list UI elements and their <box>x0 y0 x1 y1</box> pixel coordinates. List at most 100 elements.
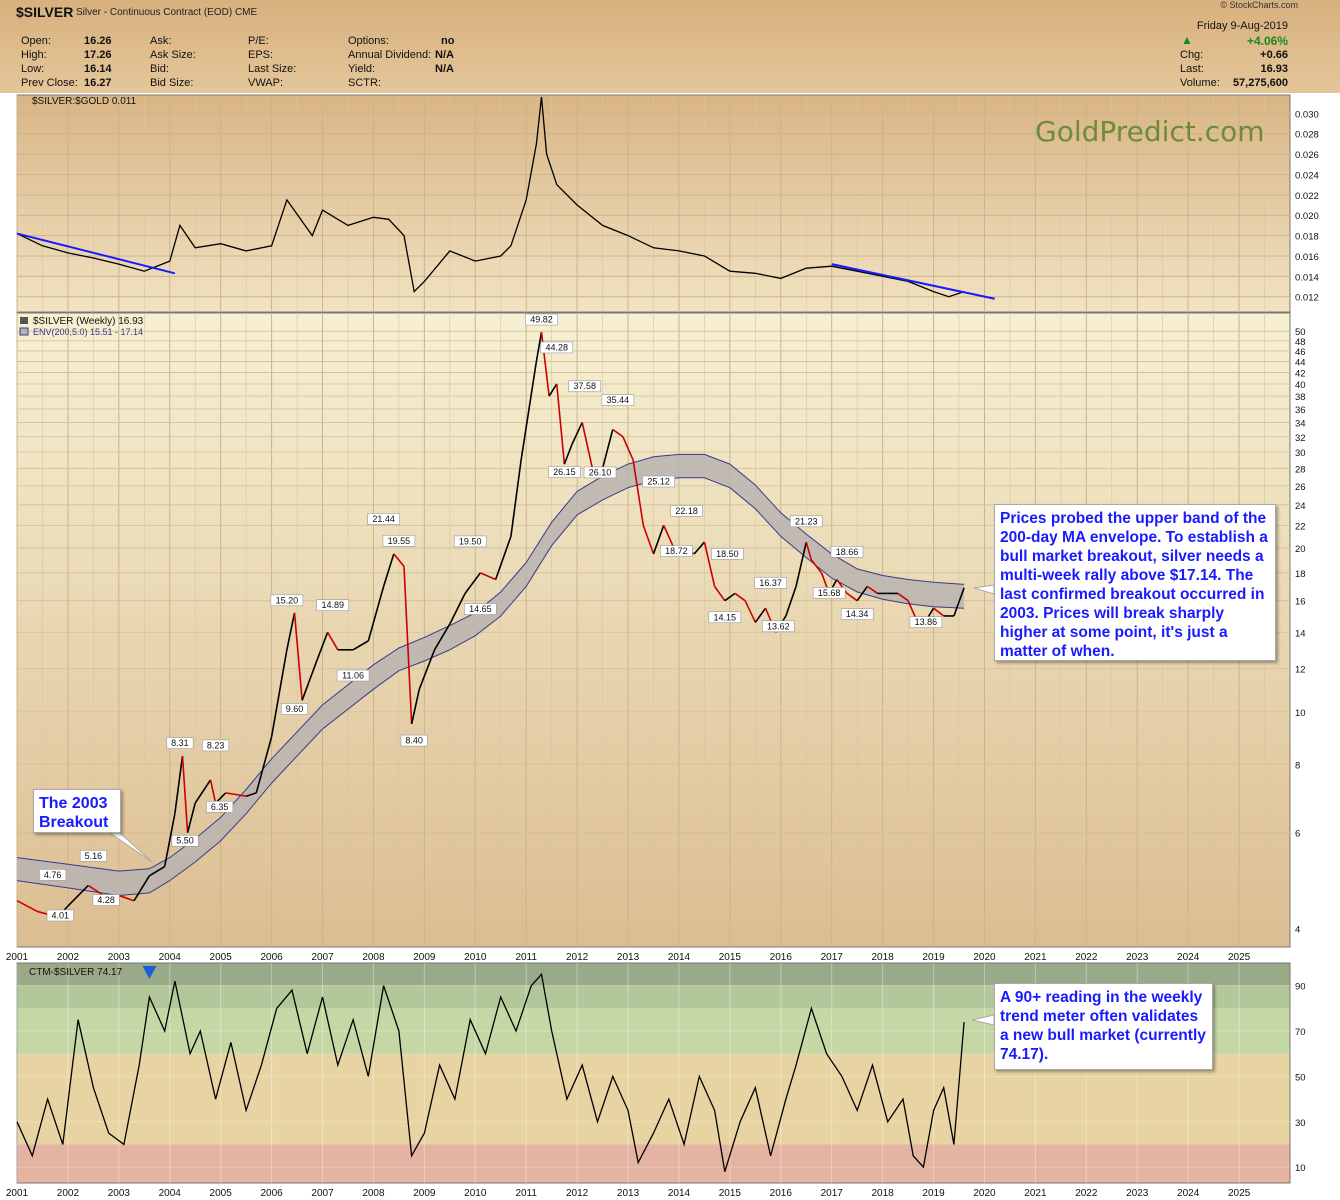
price-annotation-label: 26.15 <box>553 467 576 477</box>
ctm-x-tick-label: 2019 <box>922 1188 945 1199</box>
price-y-tick-label: 4 <box>1295 925 1300 936</box>
ratio-trendline <box>16 232 176 275</box>
ctm-x-tick-label: 2007 <box>311 1188 334 1199</box>
stat-options-label: Options: <box>348 35 389 47</box>
price-annotation-box <box>568 380 602 393</box>
ctm-x-tick-label: 2005 <box>210 1188 233 1199</box>
price-annotation-label: 9.60 <box>286 704 304 714</box>
price-annotation-label: 26.10 <box>589 467 612 477</box>
ctm-x-tick-label: 2022 <box>1075 1188 1098 1199</box>
stat-high-label: High: <box>21 49 47 61</box>
price-segment <box>754 607 767 623</box>
ratio-title: $SILVER:$GOLD 0.011 <box>32 96 137 107</box>
price-x-tick-label: 2008 <box>362 952 385 963</box>
stat-low-label: Low: <box>21 63 45 75</box>
price-y-tick-label: 48 <box>1295 337 1306 348</box>
stat-eps-label: EPS: <box>248 49 274 61</box>
price-x-tick-label: 2014 <box>668 952 691 963</box>
price-segment <box>601 429 614 469</box>
price-annotation-label: 5.16 <box>85 851 103 861</box>
price-annotation-box <box>708 611 742 624</box>
price-segment <box>449 593 466 625</box>
price-segment <box>480 572 496 581</box>
price-segment <box>410 689 421 725</box>
price-x-tick-label: 2011 <box>515 952 537 963</box>
stat-open-label: Open: <box>21 35 51 47</box>
series-swatch-icon <box>20 317 28 324</box>
price-x-tick-label: 2003 <box>108 952 131 963</box>
price-segment <box>933 607 945 617</box>
price-annotation-box <box>46 909 74 922</box>
stat-pe-label: P/E: <box>248 35 269 47</box>
price-x-tick-label: 2001 <box>6 952 29 963</box>
stat-open-value: 16.26 <box>84 35 112 47</box>
price-annotation-box <box>812 587 846 599</box>
price-y-tick-label: 16 <box>1295 597 1306 608</box>
price-segment <box>181 755 189 833</box>
price-y-tick-label: 42 <box>1295 368 1306 379</box>
price-annotation-label: 35.44 <box>607 395 630 405</box>
price-x-tick-label: 2022 <box>1075 952 1098 963</box>
price-annotation-box <box>367 513 400 525</box>
stat-chg-label: Chg: <box>1180 49 1204 61</box>
price-annotation-label: 19.55 <box>388 536 411 546</box>
price-x-tick-label: 2018 <box>872 952 895 963</box>
ctm-x-tick-label: 2021 <box>1024 1188 1047 1199</box>
stat-last-label: Last: <box>1180 63 1204 75</box>
ratio-trendline <box>831 263 995 300</box>
price-annotation-box <box>39 869 67 881</box>
price-annotation-box <box>761 620 795 633</box>
stat-sctr-label: SCTR: <box>348 77 381 89</box>
price-segment <box>382 553 395 587</box>
ctm-y-tick-label: 10 <box>1295 1163 1306 1174</box>
price-annotation-label: 8.23 <box>207 740 225 750</box>
price-annotation-label: 21.23 <box>795 516 818 526</box>
price-annotation-label: 5.50 <box>176 836 194 846</box>
ctm-band <box>17 1144 1290 1183</box>
ctm-x-tick-label: 2002 <box>57 1188 80 1199</box>
price-segment <box>255 736 273 794</box>
price-segment <box>897 592 909 602</box>
stat-vwap-label: VWAP: <box>248 77 284 89</box>
price-segment <box>652 525 665 555</box>
ctm-x-tick-label: 2004 <box>159 1188 182 1199</box>
price-y-tick-label: 32 <box>1295 433 1306 444</box>
price-annotation-box <box>316 599 350 611</box>
price-segment <box>785 586 797 617</box>
quote-date: Friday 9-Aug-2019 <box>1196 20 1288 32</box>
price-title: $SILVER (Weekly) 16.93 <box>33 316 144 327</box>
price-segment <box>245 792 257 797</box>
price-y-tick-label: 36 <box>1295 405 1306 416</box>
symbol-title: $SILVER <box>16 4 74 20</box>
price-x-tick-label: 2007 <box>311 952 334 963</box>
price-segment <box>744 600 757 623</box>
price-annotation-box <box>92 894 120 906</box>
price-annotation-box <box>583 466 617 479</box>
price-annotation-label: 4.76 <box>44 870 62 880</box>
envelope-upper <box>16 453 965 872</box>
price-y-tick-label: 28 <box>1295 464 1306 475</box>
price-x-tick-label: 2013 <box>617 952 640 963</box>
price-annotation-label: 44.28 <box>545 342 568 352</box>
stat-volume-label: Volume: <box>1180 77 1220 89</box>
price-segment <box>632 459 645 526</box>
price-annotation-box <box>525 313 558 326</box>
ctm-x-tick-label: 2012 <box>566 1188 589 1199</box>
price-segment <box>805 541 813 561</box>
price-annotation-box <box>206 800 234 813</box>
price-annotation-label: 14.34 <box>846 609 869 619</box>
price-annotation-box <box>830 546 864 558</box>
price-annotation-box <box>711 548 744 560</box>
price-annotation-label: 37.58 <box>573 381 596 391</box>
ctm-panel-border <box>16 962 1291 1184</box>
price-segment <box>810 559 823 574</box>
price-segment <box>555 383 566 465</box>
price-annotation-label: 14.89 <box>321 600 344 610</box>
price-x-tick-label: 2002 <box>57 952 80 963</box>
envelope-band <box>17 454 965 896</box>
stat-bidsize-label: Bid Size: <box>150 77 194 89</box>
stat-ask-label: Ask: <box>150 35 172 47</box>
price-annotation-label: 14.65 <box>469 604 492 614</box>
price-segment <box>464 572 482 594</box>
ctm-line <box>16 972 965 1172</box>
